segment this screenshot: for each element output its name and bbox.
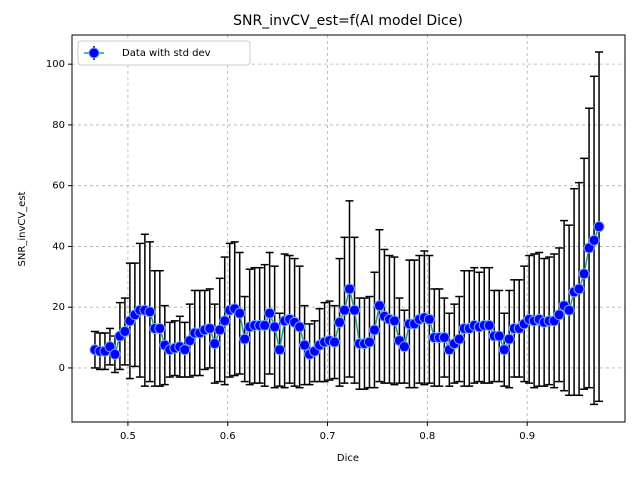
data-point (299, 339, 311, 351)
data-point (343, 283, 355, 295)
data-point (368, 324, 380, 336)
data-point (109, 348, 121, 360)
data-point (104, 341, 116, 353)
x-tick-label: 0.9 (519, 431, 535, 442)
data-point (179, 344, 191, 356)
y-tick-label: 60 (52, 181, 65, 192)
data-point (219, 315, 231, 327)
data-point (593, 221, 605, 233)
data-point (348, 304, 360, 316)
data-point (264, 307, 276, 319)
data-point (583, 242, 595, 254)
data-point (423, 313, 435, 325)
y-tick-label: 40 (52, 241, 65, 252)
data-point (493, 330, 505, 342)
y-tick-label: 0 (59, 363, 65, 374)
data-point (259, 319, 271, 331)
y-tick-label: 80 (52, 120, 65, 131)
legend-label: Data with std dev (122, 48, 211, 59)
data-point (329, 336, 341, 348)
data-point (363, 336, 375, 348)
legend-marker (88, 47, 100, 59)
y-axis-label: SNR_invCV_est (17, 191, 28, 266)
data-point (144, 306, 156, 318)
data-point (234, 307, 246, 319)
x-tick-label: 0.7 (320, 431, 336, 442)
data-point (269, 321, 281, 333)
y-tick-label: 100 (46, 59, 65, 70)
x-axis-label: Dice (337, 453, 359, 464)
data-point (438, 332, 450, 344)
data-point (388, 315, 400, 327)
data-point (239, 333, 251, 345)
data-point (563, 304, 575, 316)
data-point (339, 304, 351, 316)
data-point (184, 335, 196, 347)
data-point (498, 344, 510, 356)
data-point (119, 325, 131, 337)
data-point (483, 319, 495, 331)
data-point (578, 268, 590, 280)
data-point (204, 322, 216, 334)
x-tick-label: 0.5 (120, 431, 136, 442)
data-point (294, 321, 306, 333)
legend-box (77, 40, 251, 66)
data-point (398, 341, 410, 353)
data-point (214, 324, 226, 336)
plot-frame (71, 34, 626, 423)
x-tick-label: 0.6 (220, 431, 236, 442)
chart-title: SNR_invCV_est=f(AI model Dice) (233, 13, 463, 29)
data-point (503, 333, 515, 345)
data-point (373, 300, 385, 312)
data-point (573, 283, 585, 295)
data-point (553, 309, 565, 321)
data-point (154, 322, 166, 334)
data-point (274, 344, 286, 356)
data-point (334, 316, 346, 328)
x-tick-label: 0.8 (419, 431, 435, 442)
data-point (588, 234, 600, 246)
data-point (453, 333, 465, 345)
y-tick-label: 20 (52, 302, 65, 313)
data-point (209, 338, 221, 350)
